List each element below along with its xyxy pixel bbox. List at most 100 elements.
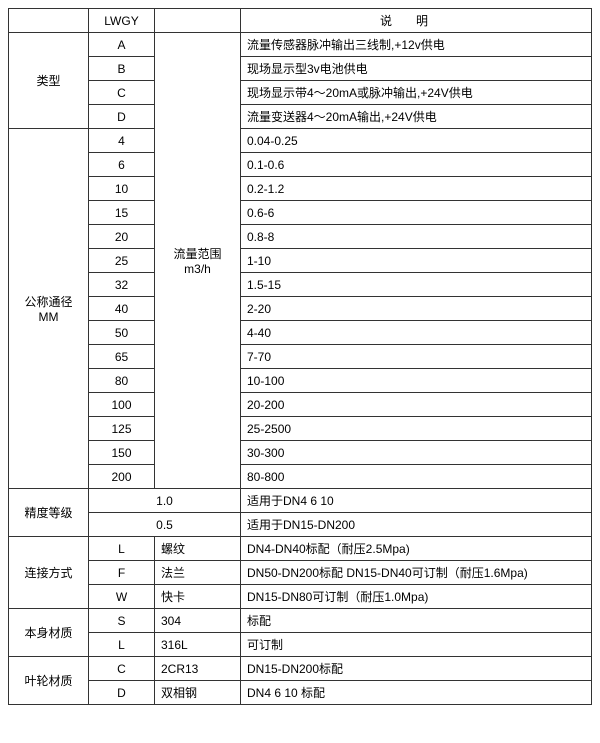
cell-desc: 可订制 [241,633,592,657]
table-row: 25 1-10 [9,249,592,273]
table-row: D 流量变送器4～20mA输出,+24V供电 [9,105,592,129]
cell-desc: 1-10 [241,249,592,273]
table-row: 连接方式 L 螺纹 DN4-DN40标配（耐压2.5Mpa) [9,537,592,561]
cell-code: L [89,537,155,561]
table-row: 6 0.1-0.6 [9,153,592,177]
table-row: 类型 A 流量范围 m3/h 流量传感器脉冲输出三线制,+12v供电 [9,33,592,57]
cell-code: 20 [89,225,155,249]
cell-code: D [89,105,155,129]
cell-desc: 0.1-0.6 [241,153,592,177]
cell-desc: 流量传感器脉冲输出三线制,+12v供电 [241,33,592,57]
header-desc: 说明 [241,9,592,33]
header-model: LWGY [89,9,155,33]
table-row: L 316L 可订制 [9,633,592,657]
rowhead-dn: 公称通径 MM [9,129,89,489]
cell-mid: 法兰 [155,561,241,585]
rowhead-flowrange: 流量范围 m3/h [155,33,241,489]
cell-code: 6 [89,153,155,177]
cell-desc: 0.6-6 [241,201,592,225]
cell-code: 4 [89,129,155,153]
cell-mid: 快卡 [155,585,241,609]
cell-desc: 25-2500 [241,417,592,441]
table-row: W 快卡 DN15-DN80可订制（耐压1.0Mpa) [9,585,592,609]
cell-code: C [89,81,155,105]
cell-mid: 316L [155,633,241,657]
cell-mid: 304 [155,609,241,633]
cell-code: 50 [89,321,155,345]
cell-code: 0.5 [89,513,241,537]
header-blank [9,9,89,33]
cell-code: 32 [89,273,155,297]
cell-desc: 1.5-15 [241,273,592,297]
table-row: 100 20-200 [9,393,592,417]
table-row: 200 80-800 [9,465,592,489]
cell-mid: 螺纹 [155,537,241,561]
cell-code: 100 [89,393,155,417]
cell-code: 40 [89,297,155,321]
cell-desc: 80-800 [241,465,592,489]
cell-code: C [89,657,155,681]
table-row: 20 0.8-8 [9,225,592,249]
cell-code: 80 [89,369,155,393]
rowhead-connect: 连接方式 [9,537,89,609]
table-row: 15 0.6-6 [9,201,592,225]
cell-desc: 标配 [241,609,592,633]
cell-desc: 4-40 [241,321,592,345]
cell-code: B [89,57,155,81]
cell-desc: DN4 6 10 标配 [241,681,592,705]
cell-code: 10 [89,177,155,201]
cell-code: 150 [89,441,155,465]
cell-code: W [89,585,155,609]
cell-mid: 2CR13 [155,657,241,681]
cell-desc: 适用于DN15-DN200 [241,513,592,537]
cell-desc: DN4-DN40标配（耐压2.5Mpa) [241,537,592,561]
table-row: 8010-100 [9,369,592,393]
table-row: 65 7-70 [9,345,592,369]
rowhead-body: 本身材质 [9,609,89,657]
cell-desc: 30-300 [241,441,592,465]
table-row: 本身材质 S 304 标配 [9,609,592,633]
spec-table: LWGY 说明 类型 A 流量范围 m3/h 流量传感器脉冲输出三线制,+12v… [8,8,592,705]
cell-code: 1.0 [89,489,241,513]
table-row: F 法兰 DN50-DN200标配 DN15-DN40可订制（耐压1.6Mpa) [9,561,592,585]
table-row: 叶轮材质 C 2CR13 DN15-DN200标配 [9,657,592,681]
cell-code: 25 [89,249,155,273]
cell-desc: 0.2-1.2 [241,177,592,201]
table-row: 12525-2500 [9,417,592,441]
table-row: 150 30-300 [9,441,592,465]
cell-code: L [89,633,155,657]
cell-desc: 2-20 [241,297,592,321]
cell-desc: 0.04-0.25 [241,129,592,153]
cell-code: S [89,609,155,633]
table-row: B 现场显示型3v电池供电 [9,57,592,81]
cell-desc: 适用于DN4 6 10 [241,489,592,513]
cell-code: D [89,681,155,705]
cell-code: A [89,33,155,57]
cell-desc: 20-200 [241,393,592,417]
cell-code: F [89,561,155,585]
table-row: 50 4-40 [9,321,592,345]
table-row: D 双相钢 DN4 6 10 标配 [9,681,592,705]
cell-desc: 现场显示型3v电池供电 [241,57,592,81]
header-blank3 [155,9,241,33]
cell-desc: 流量变送器4～20mA输出,+24V供电 [241,105,592,129]
cell-code: 15 [89,201,155,225]
cell-desc: DN50-DN200标配 DN15-DN40可订制（耐压1.6Mpa) [241,561,592,585]
table-row: LWGY 说明 [9,9,592,33]
cell-mid: 双相钢 [155,681,241,705]
table-row: 公称通径 MM 4 0.04-0.25 [9,129,592,153]
cell-desc: 7-70 [241,345,592,369]
table-row: 10 0.2-1.2 [9,177,592,201]
rowhead-accuracy: 精度等级 [9,489,89,537]
cell-code: 65 [89,345,155,369]
cell-code: 200 [89,465,155,489]
table-row: 40 2-20 [9,297,592,321]
spec-table-container: LWGY 说明 类型 A 流量范围 m3/h 流量传感器脉冲输出三线制,+12v… [8,8,592,705]
table-row: 32 1.5-15 [9,273,592,297]
table-row: C 现场显示带4～20mA或脉冲输出,+24V供电 [9,81,592,105]
rowhead-type: 类型 [9,33,89,129]
table-row: 0.5 适用于DN15-DN200 [9,513,592,537]
cell-desc: 0.8-8 [241,225,592,249]
table-row: 精度等级 1.0 适用于DN4 6 10 [9,489,592,513]
cell-desc: 现场显示带4～20mA或脉冲输出,+24V供电 [241,81,592,105]
